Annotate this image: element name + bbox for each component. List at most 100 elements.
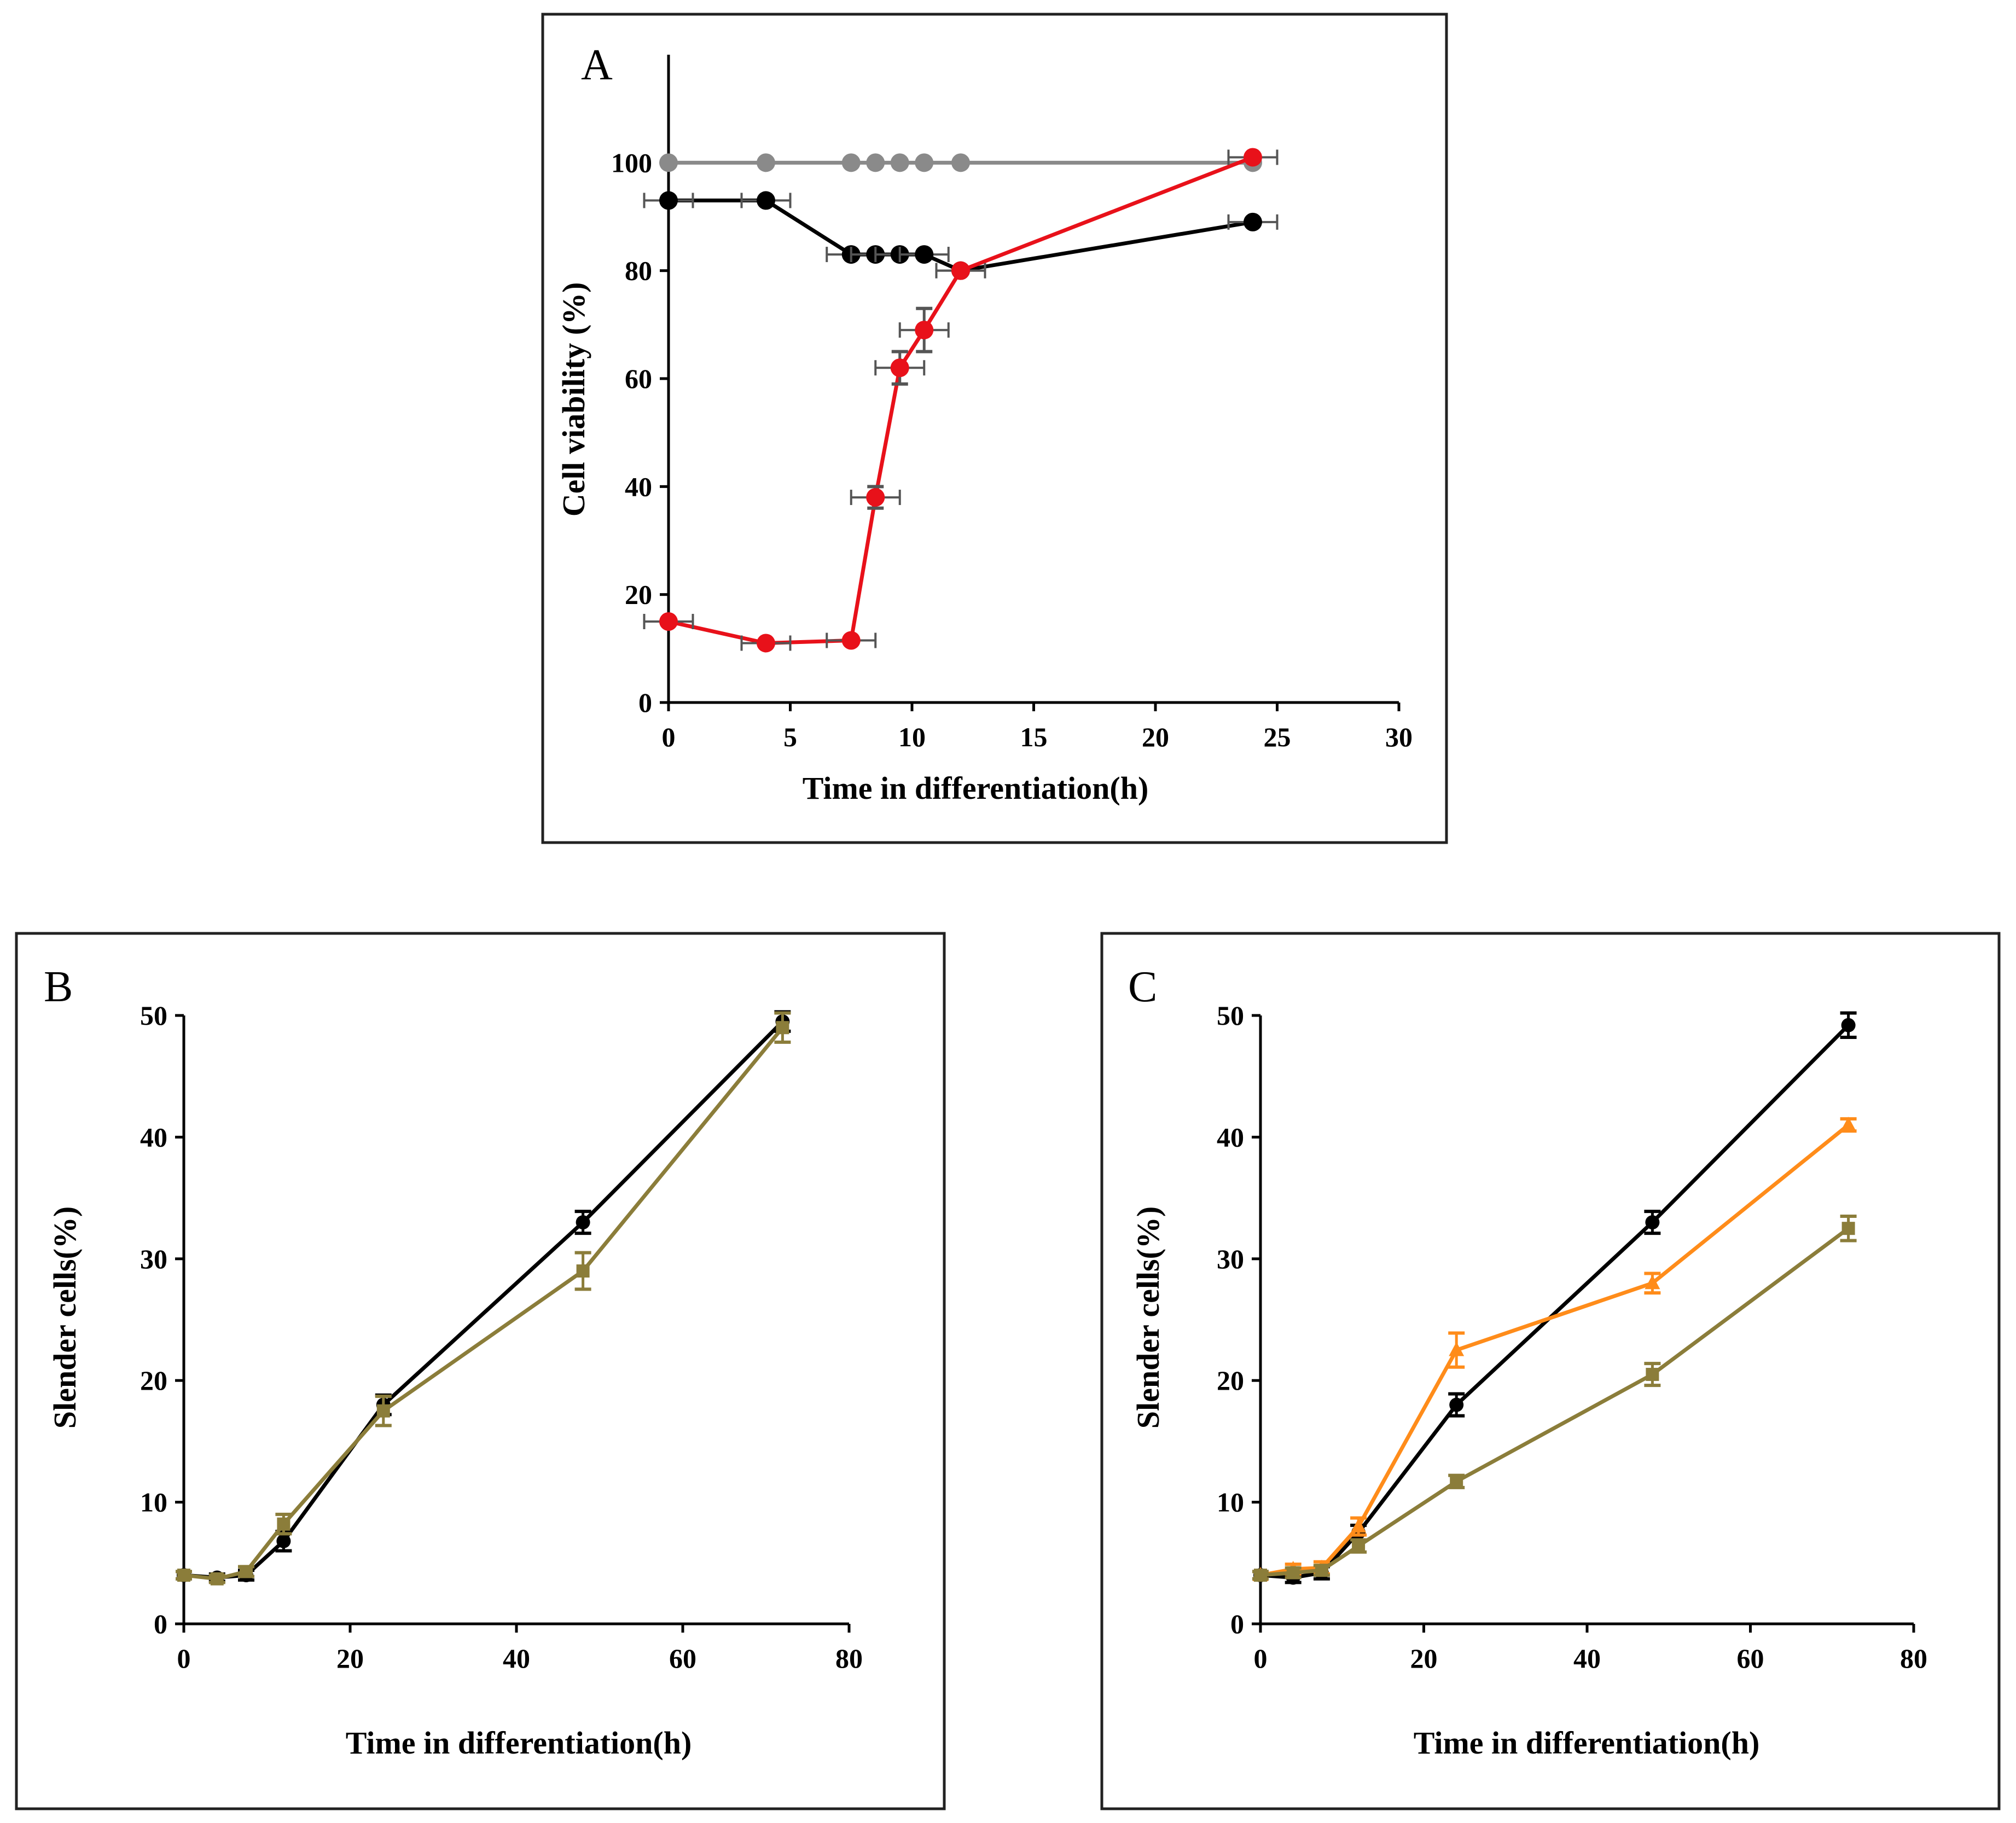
panel-a-grey-point xyxy=(841,153,861,172)
panel-c-olive-point xyxy=(1286,1566,1300,1580)
panel-a-y-axis-label: Cell viability (%) xyxy=(556,282,591,517)
panel-c-y-axis-label: Slender cells(%) xyxy=(1130,1206,1166,1429)
panel-b-olive-point xyxy=(776,1021,789,1035)
panel-a-black-point xyxy=(915,245,934,264)
panel-b-label: B xyxy=(44,963,73,1011)
panel-a-red-point xyxy=(1244,148,1262,167)
panel-c-black-point xyxy=(1449,1397,1464,1412)
panel-c-frame xyxy=(1100,932,2001,1810)
x-tick-label: 20 xyxy=(336,1643,364,1674)
panel-c-orange-point xyxy=(1645,1275,1660,1290)
panel-c-orange-point xyxy=(1351,1518,1367,1533)
panel-c-olive-series-line xyxy=(1260,1227,1850,1577)
x-tick-label: 25 xyxy=(1264,722,1291,752)
panel-a-x-axis-label: Time in differentiation(h) xyxy=(803,770,1149,806)
panel-a: A 0 5 10 15 20 25 30 0 20 40 60 80 100 Time in diffe… xyxy=(541,13,1448,844)
panel-a-red-point xyxy=(841,631,861,650)
panel-b-olive-point xyxy=(576,1264,590,1278)
panel-b-olive-point xyxy=(277,1517,291,1531)
panel-a-red-point xyxy=(866,488,885,507)
x-tick-label: 30 xyxy=(1385,722,1413,752)
panel-c-olive-point xyxy=(1841,1222,1855,1235)
y-tick-label: 40 xyxy=(625,471,652,502)
panel-c: C 0 20 40 60 80 0 10 20 30 40 50 Time in different… xyxy=(1100,932,2001,1810)
panel-c-olive-point xyxy=(1352,1539,1366,1553)
y-tick-label: 10 xyxy=(1217,1487,1244,1518)
panel-b-olive-point xyxy=(376,1404,390,1418)
panel-a-red-series-line xyxy=(668,155,1254,645)
panel-c-orange-series-line xyxy=(1260,1123,1850,1577)
panel-a-red-point xyxy=(890,358,909,378)
y-tick-label: 0 xyxy=(638,687,652,718)
panel-c-plot: 0 20 40 60 80 0 10 20 30 40 50 xyxy=(1217,1000,1927,1674)
y-tick-label: 40 xyxy=(140,1122,167,1152)
y-tick-label: 30 xyxy=(140,1244,167,1274)
y-tick-label: 0 xyxy=(154,1609,167,1639)
y-tick-label: 80 xyxy=(625,256,652,286)
x-tick-label: 80 xyxy=(1900,1643,1927,1674)
panel-a-black-point xyxy=(1244,212,1262,231)
y-tick-label: 20 xyxy=(625,579,652,610)
panel-b-black-series-line xyxy=(183,1020,784,1580)
y-tick-label: 50 xyxy=(140,1000,167,1031)
x-tick-label: 0 xyxy=(1254,1643,1268,1674)
panel-c-black-point xyxy=(1841,1018,1856,1032)
panel-c-black-series-line xyxy=(1260,1024,1850,1580)
y-tick-label: 20 xyxy=(140,1365,167,1396)
panel-b-black-point xyxy=(276,1534,291,1548)
panel-b-plot: 0 20 40 60 80 0 10 20 30 40 50 xyxy=(140,1000,863,1674)
x-tick-label: 0 xyxy=(662,722,676,752)
panel-a-grey-point xyxy=(915,153,934,172)
panel-c-olive-point xyxy=(1450,1474,1463,1488)
x-tick-label: 0 xyxy=(177,1643,191,1674)
panel-c-olive-point xyxy=(1254,1569,1267,1582)
panel-a-grey-point xyxy=(866,153,885,172)
y-tick-label: 0 xyxy=(1230,1609,1244,1639)
y-tick-label: 10 xyxy=(140,1487,167,1518)
x-tick-label: 60 xyxy=(669,1643,696,1674)
y-tick-label: 100 xyxy=(611,147,652,178)
panel-a-label: A xyxy=(581,41,613,89)
x-tick-label: 10 xyxy=(898,722,926,752)
panel-c-olive-point xyxy=(1646,1368,1659,1381)
panel-c-black-point xyxy=(1645,1215,1660,1230)
panel-a-grey-point xyxy=(757,153,775,172)
y-tick-label: 40 xyxy=(1217,1122,1244,1152)
y-tick-label: 60 xyxy=(625,363,652,394)
panel-a-black-point xyxy=(757,191,775,210)
panel-c-x-axis-label: Time in differentiation(h) xyxy=(1414,1725,1760,1761)
panel-c-orange-point xyxy=(1449,1342,1465,1356)
panel-a-red-point xyxy=(659,612,678,631)
panel-c-label: C xyxy=(1128,963,1157,1011)
x-tick-label: 20 xyxy=(1410,1643,1438,1674)
x-tick-label: 60 xyxy=(1737,1643,1764,1674)
panel-a-frame xyxy=(541,13,1448,844)
panel-b-olive-point xyxy=(177,1569,190,1582)
panel-b-y-axis-label: Slender cells(%) xyxy=(47,1206,83,1429)
panel-a-black-point xyxy=(659,191,678,210)
y-tick-label: 50 xyxy=(1217,1000,1244,1031)
x-tick-label: 20 xyxy=(1142,722,1169,752)
x-tick-label: 80 xyxy=(835,1643,863,1674)
panel-a-black-series-line xyxy=(669,198,1253,273)
panel-a-grey-point xyxy=(659,153,678,172)
panel-b-black-point xyxy=(576,1215,590,1230)
x-tick-label: 5 xyxy=(783,722,797,752)
panel-b-olive-point xyxy=(210,1572,224,1586)
panel-b: B 0 20 40 60 80 0 10 20 30 40 50 Time in different… xyxy=(15,932,946,1810)
panel-a-red-point xyxy=(757,634,775,653)
panel-a-grey-point xyxy=(890,153,909,172)
panel-a-plot: 0 5 10 15 20 25 30 0 20 40 60 80 100 xyxy=(611,55,1413,752)
panel-a-red-point xyxy=(951,261,970,280)
panel-b-olive-point xyxy=(240,1565,253,1578)
panel-a-grey-point xyxy=(951,153,970,172)
y-tick-label: 30 xyxy=(1217,1244,1244,1274)
panel-b-x-axis-label: Time in differentiation(h) xyxy=(346,1725,692,1761)
x-tick-label: 40 xyxy=(503,1643,530,1674)
panel-b-frame xyxy=(15,932,946,1810)
y-tick-label: 20 xyxy=(1217,1365,1244,1396)
panel-c-orange-point xyxy=(1840,1117,1856,1131)
panel-c-olive-point xyxy=(1315,1564,1328,1577)
x-tick-label: 15 xyxy=(1020,722,1048,752)
